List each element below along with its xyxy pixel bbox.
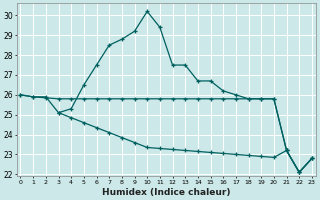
X-axis label: Humidex (Indice chaleur): Humidex (Indice chaleur) [102, 188, 230, 197]
